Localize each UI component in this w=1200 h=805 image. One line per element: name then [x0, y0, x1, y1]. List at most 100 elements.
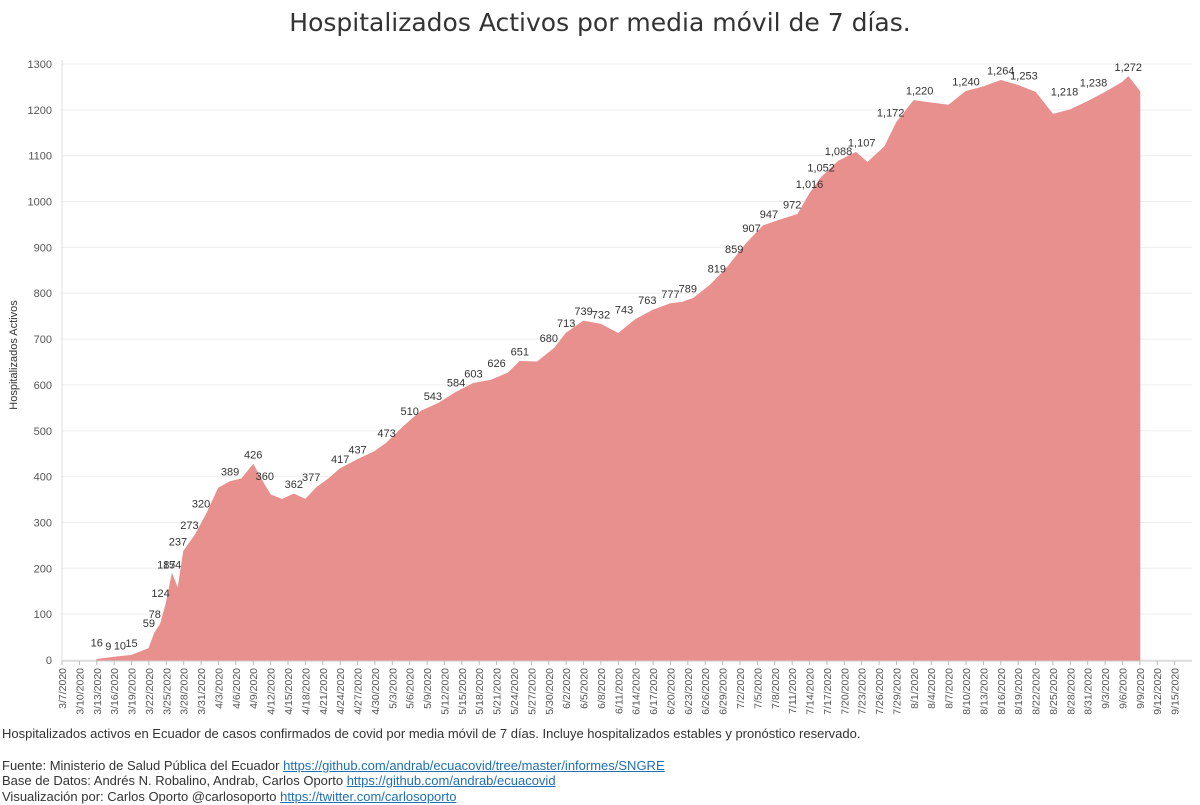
- data-label: 16: [91, 638, 103, 650]
- y-tick-label: 100: [34, 609, 52, 621]
- data-label: 417: [331, 454, 349, 466]
- data-label: 763: [638, 295, 656, 307]
- x-tick-label: 7/5/2020: [752, 668, 764, 709]
- y-tick-label: 1100: [28, 151, 52, 163]
- x-tick-label: 8/25/2020: [1048, 668, 1060, 715]
- x-tick-label: 6/11/2020: [613, 668, 625, 714]
- data-label: 124: [151, 588, 169, 600]
- x-tick-label: 6/2/2020: [561, 668, 573, 709]
- data-label: 947: [760, 209, 778, 221]
- y-tick-label: 600: [34, 380, 52, 392]
- data-label: 10: [114, 640, 126, 652]
- x-tick-label: 4/30/2020: [370, 668, 382, 715]
- x-tick-label: 5/9/2020: [422, 668, 434, 709]
- x-tick-label: 8/22/2020: [1031, 668, 1043, 715]
- x-tick-label: 9/9/2020: [1135, 668, 1147, 709]
- area-series-fill: [96, 76, 1141, 661]
- x-tick-label: 6/5/2020: [579, 668, 591, 709]
- x-tick-label: 5/15/2020: [457, 668, 469, 715]
- data-label: 360: [256, 471, 274, 483]
- x-tick-label: 3/25/2020: [161, 668, 173, 715]
- x-tick-label: 5/12/2020: [440, 668, 452, 715]
- x-tick-label: 8/19/2020: [1013, 668, 1025, 715]
- x-tick-label: 6/8/2020: [596, 668, 608, 709]
- data-label: 473: [377, 428, 395, 440]
- data-label: 777: [661, 289, 679, 301]
- x-tick-label: 5/18/2020: [474, 668, 486, 715]
- data-label: 1,240: [952, 77, 980, 89]
- data-label: 907: [742, 223, 760, 235]
- x-axis: 3/7/2020 3/10/2020 3/13/2020 3/16/2020 3/19/…: [57, 660, 1192, 715]
- chart-caption: Hospitalizados activos en Ecuador de cas…: [2, 726, 861, 741]
- x-tick-label: 6/26/2020: [700, 668, 712, 715]
- x-tick-label: 7/11/2020: [787, 668, 799, 714]
- y-tick-label: 1200: [28, 105, 52, 117]
- y-tick-label: 500: [34, 426, 52, 438]
- x-tick-label: 6/17/2020: [648, 668, 660, 715]
- x-tick-label: 8/10/2020: [961, 668, 973, 715]
- data-label: 1,253: [1010, 71, 1038, 83]
- x-tick-label: 7/2/2020: [735, 668, 747, 709]
- x-tick-label: 7/20/2020: [839, 668, 851, 715]
- x-tick-label: 4/3/2020: [214, 668, 226, 709]
- x-tick-label: 4/18/2020: [300, 668, 312, 715]
- chart-area: 0 100 200 300 400 500 600 700 800 900 1000 1100 1200…: [8, 59, 1192, 715]
- database-line: Base de Datos: Andrés N. Robalino, Andra…: [2, 773, 556, 788]
- x-tick-label: 9/6/2020: [1118, 668, 1130, 709]
- data-label: 1,272: [1114, 62, 1142, 74]
- x-tick-label: 4/15/2020: [283, 668, 295, 715]
- chart-title: Hospitalizados Activos por media móvil d…: [289, 8, 911, 37]
- database-text: Base de Datos: Andrés N. Robalino, Andra…: [2, 773, 347, 788]
- data-label: 273: [180, 520, 198, 532]
- database-link[interactable]: https://github.com/andrab/ecuacovid: [346, 773, 556, 788]
- x-tick-label: 3/7/2020: [57, 668, 69, 709]
- x-tick-label: 4/6/2020: [231, 668, 243, 709]
- x-tick-label: 4/12/2020: [266, 668, 278, 715]
- data-label: 739: [574, 306, 592, 318]
- x-tick-label: 5/27/2020: [526, 668, 538, 715]
- x-tick-label: 3/10/2020: [74, 668, 86, 715]
- x-tick-label: 8/7/2020: [944, 668, 956, 709]
- data-label: 626: [487, 358, 505, 370]
- source-link[interactable]: https://github.com/andrab/ecuacovid/tree…: [283, 758, 665, 773]
- x-tick-label: 7/17/2020: [822, 668, 834, 715]
- x-tick-label: 9/3/2020: [1100, 668, 1112, 709]
- data-label: 859: [725, 244, 743, 256]
- data-label: 59: [143, 618, 155, 630]
- x-tick-label: 7/14/2020: [805, 668, 817, 715]
- data-label: 362: [285, 479, 303, 491]
- x-tick-label: 3/19/2020: [127, 668, 139, 715]
- x-tick-label: 3/31/2020: [196, 668, 208, 715]
- data-label: 187: [157, 559, 175, 571]
- data-label: 543: [424, 391, 442, 403]
- x-tick-label: 7/29/2020: [892, 668, 904, 715]
- y-tick-label: 400: [34, 472, 52, 484]
- data-label: 1,220: [906, 86, 934, 98]
- x-tick-label: 4/24/2020: [335, 668, 347, 715]
- data-label: 1,088: [825, 146, 853, 158]
- x-tick-label: 3/28/2020: [179, 668, 191, 715]
- source-text: Fuente: Ministerio de Salud Pública del …: [2, 758, 284, 773]
- credit-link[interactable]: https://twitter.com/carlosoporto: [280, 789, 457, 804]
- data-label: 819: [708, 263, 726, 275]
- x-tick-label: 8/28/2020: [1065, 668, 1077, 715]
- y-tick-label: 300: [34, 517, 52, 529]
- data-label: 1,052: [807, 163, 835, 175]
- data-label: 426: [244, 450, 262, 462]
- data-label: 651: [511, 347, 529, 359]
- y-tick-label: 900: [34, 242, 52, 254]
- data-label: 584: [447, 377, 465, 389]
- x-tick-label: 3/22/2020: [144, 668, 156, 715]
- data-label: 437: [348, 445, 366, 457]
- y-tick-label: 1000: [28, 197, 52, 209]
- y-axis-label: Hospitalizados Activos: [8, 300, 20, 410]
- y-tick-label: 800: [34, 288, 52, 300]
- x-tick-label: 9/12/2020: [1152, 668, 1164, 715]
- credit-line: Visualización por: Carlos Oporto @carlos…: [2, 789, 456, 804]
- x-tick-label: 3/16/2020: [109, 668, 121, 715]
- x-tick-label: 7/23/2020: [857, 668, 869, 715]
- x-tick-label: 4/21/2020: [318, 668, 330, 715]
- data-label: 9: [105, 641, 111, 653]
- data-label: 154: [163, 559, 181, 571]
